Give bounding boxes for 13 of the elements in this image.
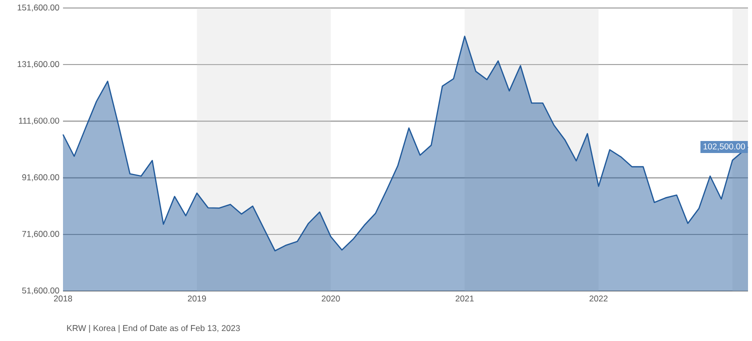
y-tick-label: 91,600.00 bbox=[22, 174, 60, 182]
y-tick-label: 151,600.00 bbox=[18, 4, 60, 12]
x-tick-label: 2020 bbox=[322, 296, 340, 302]
y-tick-label: 71,600.00 bbox=[22, 230, 60, 238]
x-tick-label: 2022 bbox=[590, 296, 608, 302]
y-tick-label: 51,600.00 bbox=[22, 288, 60, 294]
x-tick-label: 2019 bbox=[188, 296, 206, 302]
x-tick-label: 2021 bbox=[456, 296, 474, 302]
x-tick-label: 2018 bbox=[54, 296, 72, 302]
text: KRW | Korea | End of Date as of Feb 13, 2023 bbox=[67, 324, 240, 333]
data-label: 102,500.00 bbox=[704, 143, 745, 150]
y-tick-label: 131,600.00 bbox=[18, 61, 60, 68]
y-tick-label: 111,600.00 bbox=[19, 118, 60, 125]
